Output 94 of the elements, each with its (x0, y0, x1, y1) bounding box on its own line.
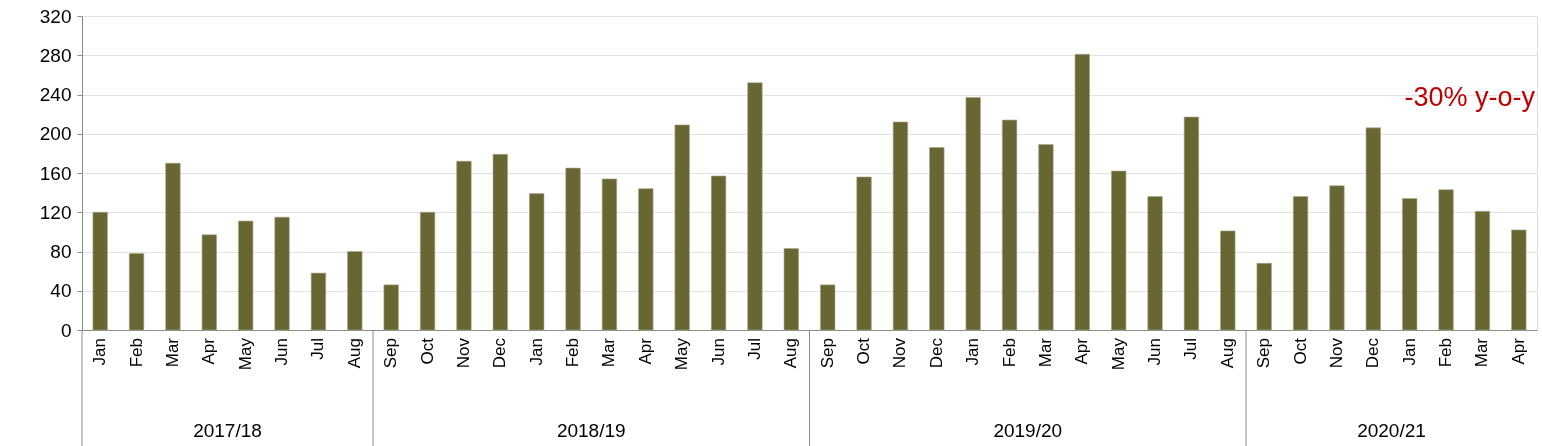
x-tick-label: Sep (1254, 338, 1274, 369)
x-tick-label: Jan (963, 338, 983, 366)
bar (565, 167, 581, 331)
bar (128, 253, 145, 331)
x-tick-label: Mar (1035, 337, 1055, 368)
y-tick-label: 200 (39, 123, 72, 145)
bar (1183, 116, 1200, 331)
x-tick-label: Mar (162, 337, 182, 368)
x-tick-label: Apr (199, 337, 219, 365)
y-tick-label: 80 (50, 241, 72, 262)
x-tick-label: Feb (563, 338, 583, 368)
x-tick-label: Jul (308, 338, 328, 360)
x-tick-label: Feb (999, 338, 1019, 368)
bar (747, 82, 763, 331)
x-tick-label: Oct (854, 337, 874, 365)
y-tick-label: 320 (39, 5, 72, 27)
bar (965, 97, 981, 331)
x-tick-label: Aug (781, 338, 801, 369)
bar (710, 175, 727, 331)
x-tick-label: Dec (926, 337, 946, 369)
bar (892, 121, 909, 331)
bar (492, 154, 508, 331)
x-tick-label: Nov (453, 337, 473, 369)
x-tick-label: May (672, 337, 692, 371)
x-tick-label: Jan (526, 338, 546, 366)
x-tick-label: Feb (1436, 338, 1456, 368)
bar (1001, 119, 1018, 331)
bar (1365, 127, 1381, 331)
bar (92, 211, 108, 331)
bar (1038, 144, 1054, 331)
bar (1292, 196, 1309, 331)
x-tick-label: Jul (744, 338, 764, 360)
bar (856, 176, 872, 331)
bar (674, 124, 690, 331)
x-tick-label: May (235, 337, 255, 371)
bar (1256, 262, 1272, 331)
y-tick-label: 0 (60, 319, 72, 341)
bar (383, 284, 399, 331)
x-tick-label: Sep (817, 338, 837, 369)
y-tick-label: 280 (39, 44, 72, 66)
bar (1147, 196, 1163, 331)
y-tick-label: 120 (39, 201, 72, 223)
bar (201, 234, 217, 331)
bar (783, 248, 799, 331)
bar (1220, 230, 1236, 331)
y-tick-label: 160 (39, 162, 72, 184)
bar (419, 211, 436, 331)
bar (1474, 210, 1491, 331)
y-tick-label: 240 (39, 84, 72, 105)
x-tick-label: Aug (344, 338, 364, 369)
x-tick-label: Jun (272, 338, 292, 366)
bar (347, 251, 363, 331)
x-tick-label: Apr (1508, 337, 1528, 365)
bar (1329, 185, 1345, 331)
bar (1438, 189, 1454, 331)
text: 2018/19 (556, 420, 626, 441)
x-tick-label: Nov (1326, 337, 1346, 369)
x-tick-label: Mar (599, 337, 619, 368)
bar (310, 272, 327, 331)
x-tick-label: Dec (490, 337, 510, 369)
text: 2017/18 (193, 420, 262, 441)
bar (601, 178, 618, 331)
x-tick-label: Nov (890, 337, 910, 369)
bar (238, 220, 254, 331)
x-tick-label: Jan (90, 338, 110, 366)
x-tick-label: Sep (381, 338, 401, 369)
bar (274, 216, 290, 331)
bar (456, 160, 472, 331)
x-tick-label: Apr (1072, 337, 1092, 365)
bar (820, 284, 836, 331)
bar (1511, 229, 1527, 331)
x-tick-label: Jun (708, 338, 728, 366)
bar (929, 147, 945, 331)
bar (529, 193, 545, 331)
y-tick-label: 40 (50, 280, 72, 302)
x-tick-label: Jul (1181, 338, 1201, 360)
bar (1402, 198, 1418, 331)
text: 2020/21 (1357, 420, 1426, 441)
x-tick-label: Apr (635, 337, 655, 365)
x-tick-label: Dec (1363, 337, 1383, 369)
x-tick-label: Jun (1145, 338, 1165, 366)
x-tick-label: Aug (1217, 338, 1237, 369)
bar (638, 188, 654, 331)
bar (1111, 170, 1127, 331)
x-tick-label: Oct (417, 337, 437, 365)
x-tick-label: May (1108, 337, 1128, 371)
text: 2019/20 (993, 420, 1063, 441)
x-tick-label: Mar (1472, 337, 1492, 368)
x-tick-label: Jan (1399, 338, 1419, 366)
x-tick-label: Feb (126, 338, 146, 368)
x-tick-label: Oct (1290, 337, 1310, 365)
annotation: -30% y-o-y (1404, 82, 1536, 112)
bar (1074, 53, 1090, 331)
bar (165, 162, 181, 331)
